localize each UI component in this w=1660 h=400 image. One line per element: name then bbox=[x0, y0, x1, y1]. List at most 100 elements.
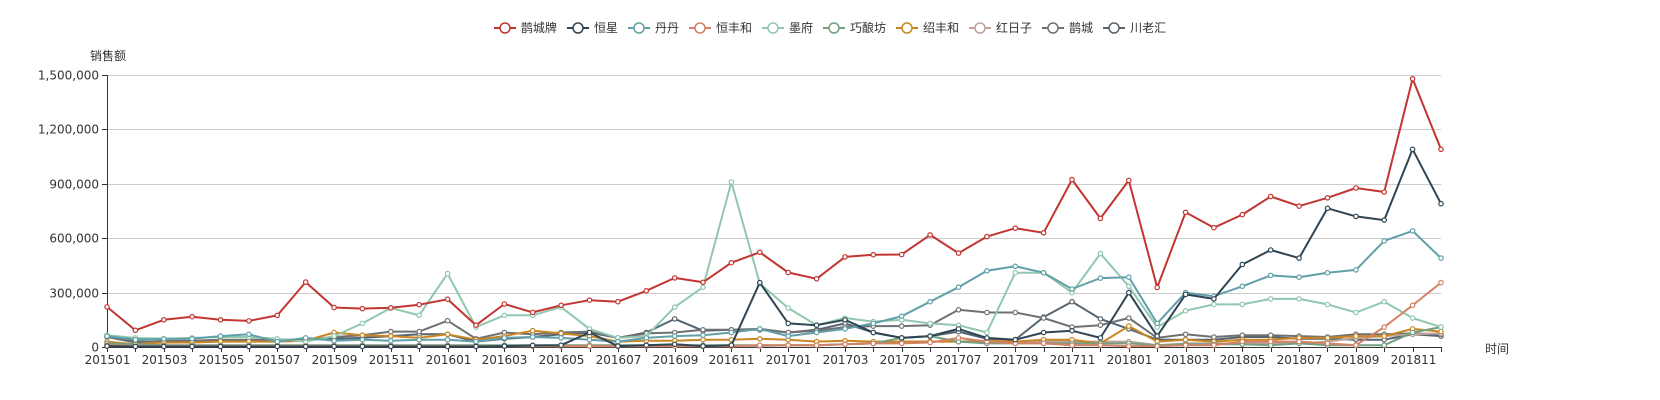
legend-item-7[interactable]: 绍丰和 bbox=[896, 19, 959, 36]
data-point[interactable] bbox=[1126, 177, 1132, 184]
data-point[interactable] bbox=[416, 301, 423, 308]
legend-item-9[interactable]: 鹊城 bbox=[1042, 19, 1093, 36]
data-point[interactable] bbox=[785, 305, 792, 311]
data-point[interactable] bbox=[1267, 193, 1274, 200]
data-point[interactable] bbox=[927, 298, 933, 305]
data-point[interactable] bbox=[558, 342, 564, 349]
data-point[interactable] bbox=[1126, 343, 1132, 349]
data-point[interactable] bbox=[1211, 301, 1217, 308]
data-point[interactable] bbox=[246, 318, 252, 324]
data-point[interactable] bbox=[1097, 250, 1104, 257]
data-point[interactable] bbox=[501, 312, 508, 319]
data-point[interactable] bbox=[1267, 338, 1274, 345]
legend-item-6[interactable]: 巧酿坊 bbox=[823, 19, 886, 36]
data-point[interactable] bbox=[1012, 263, 1019, 270]
data-point[interactable] bbox=[1353, 333, 1359, 339]
data-point[interactable] bbox=[1012, 336, 1019, 343]
series-2[interactable] bbox=[104, 146, 1444, 350]
data-point[interactable] bbox=[1097, 316, 1104, 322]
data-point[interactable] bbox=[1353, 185, 1359, 191]
data-point[interactable] bbox=[955, 326, 962, 332]
data-point[interactable] bbox=[1296, 274, 1302, 281]
data-point[interactable] bbox=[529, 309, 536, 316]
data-point[interactable] bbox=[1239, 301, 1246, 308]
data-point[interactable] bbox=[1381, 238, 1388, 244]
data-point[interactable] bbox=[1381, 298, 1388, 305]
data-point[interactable] bbox=[1182, 336, 1189, 343]
data-point[interactable] bbox=[1069, 327, 1075, 334]
data-point[interactable] bbox=[700, 279, 706, 286]
data-point[interactable] bbox=[870, 329, 877, 336]
data-point[interactable] bbox=[473, 322, 479, 329]
data-point[interactable] bbox=[302, 343, 309, 350]
data-point[interactable] bbox=[586, 336, 593, 343]
data-point[interactable] bbox=[1353, 342, 1359, 349]
data-point[interactable] bbox=[1040, 315, 1047, 321]
data-point[interactable] bbox=[898, 313, 905, 320]
data-point[interactable] bbox=[274, 312, 281, 319]
data-point[interactable] bbox=[756, 335, 763, 342]
data-point[interactable] bbox=[984, 335, 990, 341]
data-point[interactable] bbox=[955, 250, 962, 256]
data-point[interactable] bbox=[870, 320, 877, 327]
data-point[interactable] bbox=[785, 342, 792, 349]
data-point[interactable] bbox=[671, 275, 678, 281]
data-point[interactable] bbox=[1267, 272, 1274, 279]
data-point[interactable] bbox=[586, 343, 593, 349]
data-point[interactable] bbox=[132, 336, 139, 343]
data-point[interactable] bbox=[1324, 301, 1331, 308]
data-point[interactable] bbox=[1409, 76, 1416, 82]
data-point[interactable] bbox=[1296, 255, 1302, 261]
data-point[interactable] bbox=[161, 335, 167, 342]
data-point[interactable] bbox=[1069, 286, 1075, 292]
data-point[interactable] bbox=[387, 343, 394, 350]
data-point[interactable] bbox=[700, 332, 706, 339]
data-point[interactable] bbox=[217, 316, 224, 323]
data-point[interactable] bbox=[1438, 255, 1444, 261]
data-point[interactable] bbox=[217, 333, 224, 339]
data-point[interactable] bbox=[728, 179, 735, 185]
data-point[interactable] bbox=[501, 343, 508, 349]
data-point[interactable] bbox=[1012, 269, 1019, 276]
data-point[interactable] bbox=[1438, 324, 1444, 330]
data-point[interactable] bbox=[842, 254, 848, 260]
data-point[interactable] bbox=[558, 330, 564, 337]
legend-item-8[interactable]: 红日子 bbox=[969, 19, 1032, 36]
data-point[interactable] bbox=[1381, 324, 1388, 330]
data-point[interactable] bbox=[700, 343, 706, 349]
data-point[interactable] bbox=[1012, 309, 1019, 316]
data-point[interactable] bbox=[416, 343, 423, 350]
data-point[interactable] bbox=[359, 320, 366, 327]
data-point[interactable] bbox=[1409, 329, 1416, 336]
data-point[interactable] bbox=[359, 305, 366, 312]
data-point[interactable] bbox=[785, 333, 792, 339]
data-point[interactable] bbox=[1097, 275, 1104, 281]
data-point[interactable] bbox=[813, 275, 820, 282]
data-point[interactable] bbox=[756, 326, 763, 332]
data-point[interactable] bbox=[1154, 333, 1161, 339]
data-point[interactable] bbox=[813, 329, 820, 336]
data-point[interactable] bbox=[671, 333, 678, 339]
data-point[interactable] bbox=[1211, 296, 1217, 302]
data-point[interactable] bbox=[1182, 291, 1189, 298]
data-point[interactable] bbox=[898, 335, 905, 341]
legend-item-10[interactable]: 川老汇 bbox=[1103, 19, 1166, 36]
legend-item-4[interactable]: 恒丰和 bbox=[688, 19, 752, 36]
data-point[interactable] bbox=[785, 320, 792, 327]
data-point[interactable] bbox=[302, 279, 309, 285]
data-point[interactable] bbox=[387, 328, 394, 335]
data-point[interactable] bbox=[1409, 302, 1416, 309]
data-point[interactable] bbox=[1324, 205, 1331, 212]
data-point[interactable] bbox=[529, 342, 536, 349]
data-point[interactable] bbox=[842, 341, 848, 348]
data-point[interactable] bbox=[444, 343, 451, 350]
data-point[interactable] bbox=[813, 342, 820, 349]
data-point[interactable] bbox=[558, 335, 564, 341]
data-point[interactable] bbox=[1012, 225, 1019, 232]
data-point[interactable] bbox=[444, 317, 451, 324]
data-point[interactable] bbox=[302, 335, 309, 341]
data-point[interactable] bbox=[927, 232, 933, 238]
data-point[interactable] bbox=[1097, 342, 1104, 349]
data-point[interactable] bbox=[416, 336, 423, 343]
data-point[interactable] bbox=[359, 336, 366, 343]
